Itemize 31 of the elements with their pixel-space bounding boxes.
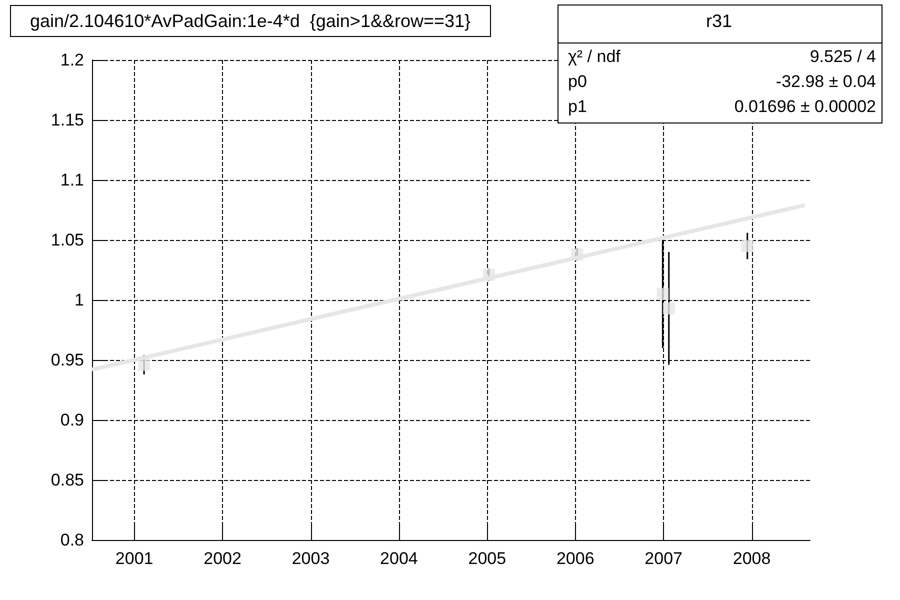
annotation: p1 <box>568 97 587 116</box>
y-tick-label: 1.05 <box>50 230 84 250</box>
chart-title: gain/2.104610*AvPadGain:1e-4*d {gain>1&&row==31} <box>30 11 471 31</box>
y-tick-label: 0.9 <box>60 410 84 430</box>
annotation: 0.01696 ± 0.00002 <box>734 97 876 116</box>
x-tick-label: 2007 <box>644 549 682 568</box>
y-tick-label: 1.1 <box>60 170 84 190</box>
y-tick-label: 0.8 <box>60 530 84 550</box>
x-tick-label: 2003 <box>292 549 330 568</box>
x-tick-label: 2008 <box>732 549 771 568</box>
point <box>741 240 754 252</box>
annotation: 9.525 / 4 <box>810 47 876 66</box>
annotation: -32.98 ± 0.04 <box>776 72 876 91</box>
annotation: p0 <box>568 72 587 91</box>
x-tick-label: 2004 <box>380 549 418 568</box>
y-tick-label: 1.15 <box>50 110 84 130</box>
point <box>662 302 675 314</box>
point <box>571 248 584 260</box>
annotation: χ² / ndf <box>568 47 621 66</box>
x-tick-label: 2002 <box>204 549 242 568</box>
y-tick-label: 1 <box>74 290 84 310</box>
point <box>656 288 669 300</box>
y-tick-label: 1.2 <box>60 50 84 70</box>
text: r31 <box>706 11 732 31</box>
y-tick-label: 0.85 <box>50 470 84 490</box>
y-tick-label: 0.95 <box>50 350 84 370</box>
point <box>138 358 150 371</box>
x-tick-label: 2006 <box>556 549 594 568</box>
x-tick-label: 2005 <box>468 549 506 568</box>
x-tick-label: 2001 <box>115 549 154 568</box>
point <box>482 268 495 281</box>
